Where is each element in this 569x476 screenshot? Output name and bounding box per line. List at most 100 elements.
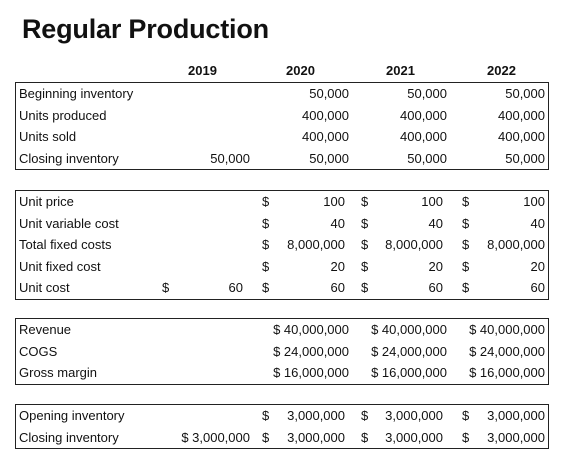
cell-2021: 50,000	[407, 86, 447, 101]
cell-2022: 60	[530, 280, 545, 295]
row-label: Closing inventory	[19, 150, 119, 166]
currency-symbol: $	[262, 215, 270, 231]
row-label: Closing inventory	[19, 429, 119, 445]
cell-2020: 400,000	[302, 107, 349, 123]
table-row: Unit variable cost $ 40 $ 40 $ 40	[16, 213, 548, 235]
cell-2022: $ 24,000,000	[469, 343, 545, 359]
currency-symbol: $	[361, 429, 369, 445]
table-row: Opening inventory $ 3,000,000 $ 3,000,00…	[16, 405, 548, 427]
inventory-value-table: Opening inventory $ 3,000,000 $ 3,000,00…	[15, 404, 549, 449]
currency-symbol: $	[361, 237, 369, 252]
cell-2020: 3,000,000	[287, 429, 345, 445]
currency-symbol: $	[462, 408, 470, 423]
row-label: Beginning inventory	[19, 86, 134, 101]
currency-symbol: $	[361, 194, 369, 209]
row-label: Units produced	[19, 107, 107, 123]
cell-2022: 100	[523, 194, 545, 209]
cell-2022: $ 40,000,000	[469, 322, 545, 337]
cell-2022: 3,000,000	[487, 429, 545, 445]
cell-2020: $ 16,000,000	[273, 365, 349, 380]
row-label: Gross margin	[19, 365, 98, 380]
year-header: 2022	[487, 63, 516, 78]
cell-2021: 3,000,000	[385, 429, 443, 445]
table-row: Gross margin $ 16,000,000 $ 16,000,000 $…	[16, 362, 548, 384]
currency-symbol: $	[361, 258, 369, 274]
currency-symbol: $	[262, 258, 270, 274]
table-row: Units produced 400,000 400,000 400,000	[16, 105, 548, 127]
cell-2019: $ 3,000,000	[181, 429, 250, 445]
cell-2020: 50,000	[309, 86, 349, 101]
cell-2022: $ 16,000,000	[469, 365, 545, 380]
cell-2021: $ 24,000,000	[371, 343, 447, 359]
table-row: COGS $ 24,000,000 $ 24,000,000 $ 24,000,…	[16, 341, 548, 363]
cell-2021: 3,000,000	[385, 408, 443, 423]
row-label: Units sold	[19, 129, 77, 144]
row-label: Total fixed costs	[19, 237, 112, 252]
currency-symbol: $	[262, 237, 270, 252]
cell-2020: 100	[323, 194, 345, 209]
cell-2021: 50,000	[407, 150, 447, 166]
cell-2022: 40	[530, 215, 545, 231]
row-label: Unit variable cost	[19, 215, 119, 231]
cell-2020: 40	[330, 215, 345, 231]
currency-symbol: $	[262, 194, 270, 209]
units-table: Beginning inventory 50,000 50,000 50,000…	[15, 82, 549, 170]
cell-2020: 20	[330, 258, 345, 274]
cell-2022: 3,000,000	[487, 408, 545, 423]
table-row: Revenue $ 40,000,000 $ 40,000,000 $ 40,0…	[16, 319, 548, 341]
year-header: 2021	[386, 63, 415, 78]
year-header: 2020	[286, 63, 315, 78]
cell-2020: 8,000,000	[287, 237, 345, 252]
row-label: Revenue	[19, 322, 72, 337]
cell-2021: 400,000	[400, 107, 447, 123]
row-label: COGS	[19, 343, 58, 359]
currency-symbol: $	[262, 408, 270, 423]
unit-cost-table: Unit price $ 100 $ 100 $ 100 Unit variab…	[15, 190, 549, 300]
cell-2021: 400,000	[400, 129, 447, 144]
row-label: Unit fixed cost	[19, 258, 101, 274]
cell-2020: 60	[330, 280, 345, 295]
cell-2022: 400,000	[498, 107, 545, 123]
currency-symbol: $	[462, 215, 470, 231]
table-row: Unit cost $ 60 $ 60 $ 60 $ 60	[16, 277, 548, 299]
currency-symbol: $	[162, 280, 170, 295]
currency-symbol: $	[262, 429, 270, 445]
cell-2019: 50,000	[210, 150, 250, 166]
page-title: Regular Production	[22, 14, 269, 44]
cell-2022: 8,000,000	[487, 237, 545, 252]
cell-2021: 60	[428, 280, 443, 295]
cell-2021: 40	[428, 215, 443, 231]
row-label: Unit cost	[19, 280, 70, 295]
cell-2019: 60	[228, 280, 243, 295]
row-label: Opening inventory	[19, 408, 125, 423]
cell-2020: 50,000	[309, 150, 349, 166]
currency-symbol: $	[361, 280, 369, 295]
table-row: Closing inventory $ 3,000,000 $ 3,000,00…	[16, 427, 548, 449]
currency-symbol: $	[262, 280, 270, 295]
cell-2022: 20	[530, 258, 545, 274]
cell-2020: $ 24,000,000	[273, 343, 349, 359]
cell-2021: 8,000,000	[385, 237, 443, 252]
cell-2021: $ 40,000,000	[371, 322, 447, 337]
currency-symbol: $	[361, 408, 369, 423]
cell-2021: $ 16,000,000	[371, 365, 447, 380]
cell-2021: 100	[421, 194, 443, 209]
table-row: Units sold 400,000 400,000 400,000	[16, 126, 548, 148]
table-row: Unit price $ 100 $ 100 $ 100	[16, 191, 548, 213]
cell-2022: 50,000	[505, 86, 545, 101]
row-label: Unit price	[19, 194, 74, 209]
table-row: Total fixed costs $ 8,000,000 $ 8,000,00…	[16, 234, 548, 256]
currency-symbol: $	[462, 429, 470, 445]
cell-2022: 50,000	[505, 150, 545, 166]
income-table: Revenue $ 40,000,000 $ 40,000,000 $ 40,0…	[15, 318, 549, 385]
cell-2022: 400,000	[498, 129, 545, 144]
cell-2020: 400,000	[302, 129, 349, 144]
currency-symbol: $	[462, 280, 470, 295]
currency-symbol: $	[462, 258, 470, 274]
table-row: Beginning inventory 50,000 50,000 50,000	[16, 83, 548, 105]
table-row: Unit fixed cost $ 20 $ 20 $ 20	[16, 256, 548, 278]
table-row: Closing inventory 50,000 50,000 50,000 5…	[16, 148, 548, 170]
cell-2020: $ 40,000,000	[273, 322, 349, 337]
year-header-row: 2019 2020 2021 2022	[0, 63, 569, 81]
currency-symbol: $	[361, 215, 369, 231]
